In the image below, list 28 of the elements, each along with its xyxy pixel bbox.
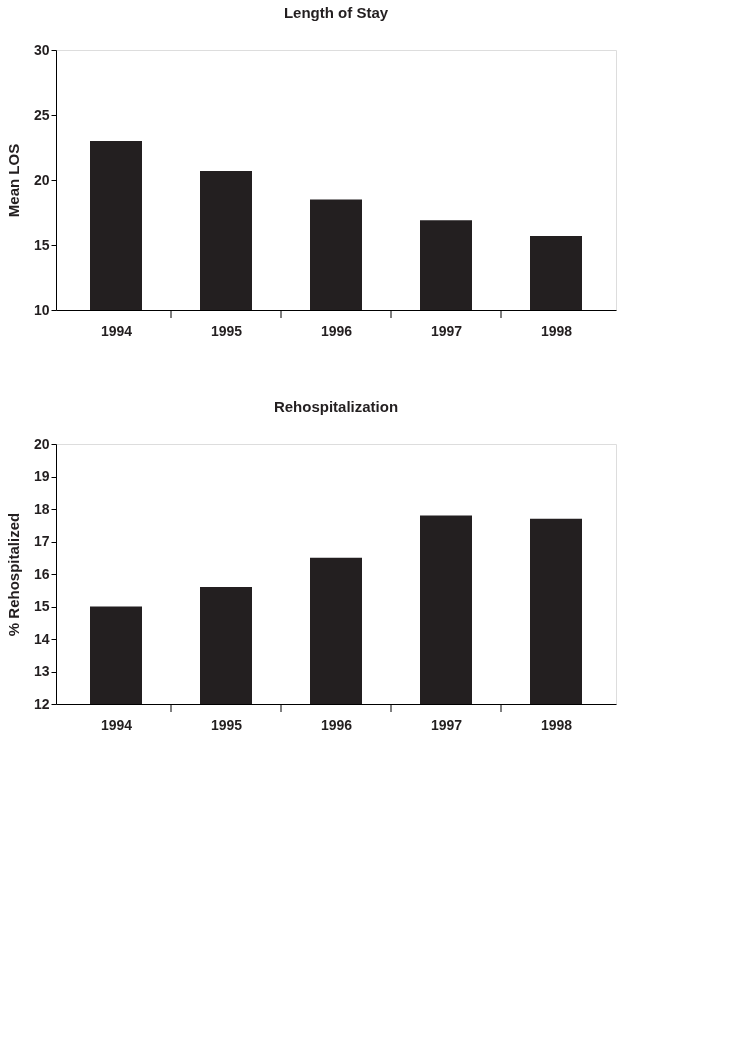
x-tick-label: 1997 bbox=[430, 322, 463, 339]
y-tick-label: 15 bbox=[33, 598, 50, 614]
y-axis-title: Mean LOS bbox=[4, 143, 22, 218]
chart-title: Rehospitalization bbox=[273, 398, 399, 415]
y-tick-label: 15 bbox=[33, 236, 50, 253]
y-tick-label: 17 bbox=[33, 533, 50, 549]
x-tick-label: 1998 bbox=[540, 716, 573, 733]
chart-title: Length of Stay bbox=[283, 4, 389, 21]
y-tick-label: 20 bbox=[33, 171, 50, 188]
y-axis-title: % Rehospitalized bbox=[4, 512, 22, 637]
y-tick-label: 25 bbox=[33, 106, 50, 123]
x-tick-label: 1995 bbox=[210, 322, 243, 339]
y-tick-label: 19 bbox=[33, 468, 50, 484]
x-tick-label: 1998 bbox=[540, 322, 573, 339]
x-tick-label: 1994 bbox=[100, 716, 133, 733]
y-tick-label: 10 bbox=[33, 301, 50, 318]
y-tick-label: 30 bbox=[33, 41, 50, 58]
x-tick-label: 1996 bbox=[320, 322, 353, 339]
x-tick-label: 1996 bbox=[320, 716, 353, 733]
x-tick-label: 1995 bbox=[210, 716, 243, 733]
y-tick-label: 16 bbox=[33, 565, 50, 582]
y-tick-label: 20 bbox=[33, 435, 50, 452]
y-tick-label: 12 bbox=[33, 695, 50, 712]
y-tick-label: 13 bbox=[33, 663, 50, 679]
y-tick-label: 18 bbox=[33, 500, 50, 517]
x-tick-label: 1997 bbox=[430, 716, 463, 733]
x-tick-label: 1994 bbox=[100, 322, 133, 339]
y-tick-label: 14 bbox=[33, 630, 50, 647]
